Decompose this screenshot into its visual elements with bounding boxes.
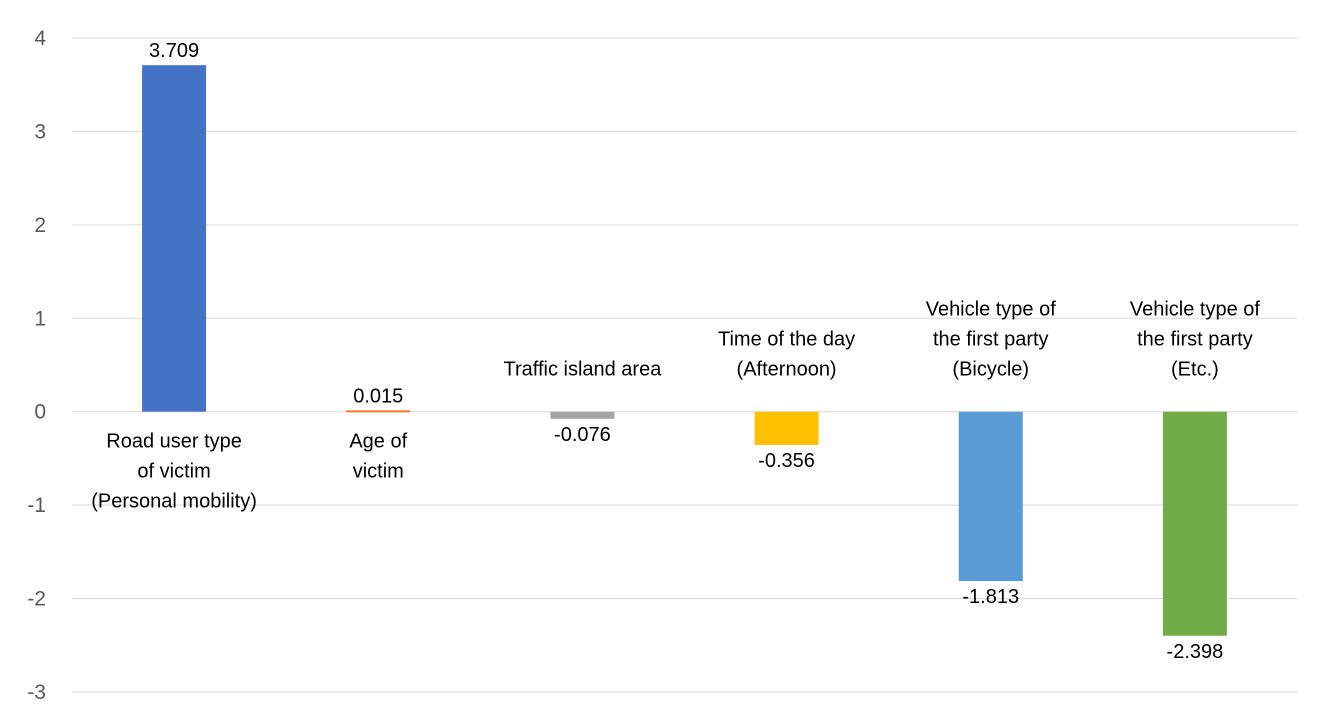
bar	[550, 411, 615, 419]
category-label-line: the first party	[933, 329, 1049, 351]
category-label-line: Road user type	[106, 431, 242, 453]
data-label: 0.015	[353, 385, 403, 407]
y-tick-label: 0	[34, 401, 46, 424]
category-label-line: Age of	[349, 431, 407, 453]
category-label-line: (Etc.)	[1171, 359, 1219, 381]
y-tick-label: -2	[27, 588, 46, 611]
bar	[958, 411, 1023, 582]
data-label: 3.709	[149, 40, 199, 62]
category-label: Vehicle type of the first party (Etc.)	[1130, 299, 1261, 381]
y-tick-label: 3	[34, 120, 46, 143]
data-label: -0.076	[554, 424, 611, 446]
data-label: -2.398	[1167, 641, 1224, 663]
bar	[142, 65, 207, 412]
y-tick-label: 1	[34, 307, 46, 330]
category-label-line: victim	[353, 461, 404, 483]
category-label: Vehicle type of the first party (Bicycle)	[926, 299, 1057, 381]
y-tick-label: -3	[27, 681, 46, 704]
y-tick-label: -1	[27, 494, 46, 517]
bar	[754, 411, 819, 445]
category-label-line: Vehicle type of	[926, 299, 1057, 321]
y-tick-label: 4	[34, 27, 46, 50]
category-label-line: (Personal mobility)	[91, 491, 257, 513]
bar	[1162, 411, 1227, 636]
category-label: Age of victim	[349, 431, 407, 483]
category-label-line: (Afternoon)	[737, 359, 837, 381]
category-label-line: the first party	[1137, 329, 1253, 351]
category-label: Traffic island area	[503, 359, 662, 381]
data-label: -0.356	[758, 450, 815, 472]
y-tick-label: 2	[34, 214, 46, 237]
data-label: -1.813	[962, 586, 1019, 608]
category-label-line: (Bicycle)	[952, 359, 1029, 381]
category-label-line: Vehicle type of	[1130, 299, 1261, 321]
category-label-line: of victim	[137, 461, 210, 483]
category-label-line: Traffic island area	[503, 359, 662, 381]
bar	[346, 410, 411, 413]
category-label-line: Time of the day	[718, 329, 855, 351]
category-label: Road user type of victim (Personal mobilit…	[91, 431, 257, 513]
category-label: Time of the day (Afternoon)	[718, 329, 855, 381]
